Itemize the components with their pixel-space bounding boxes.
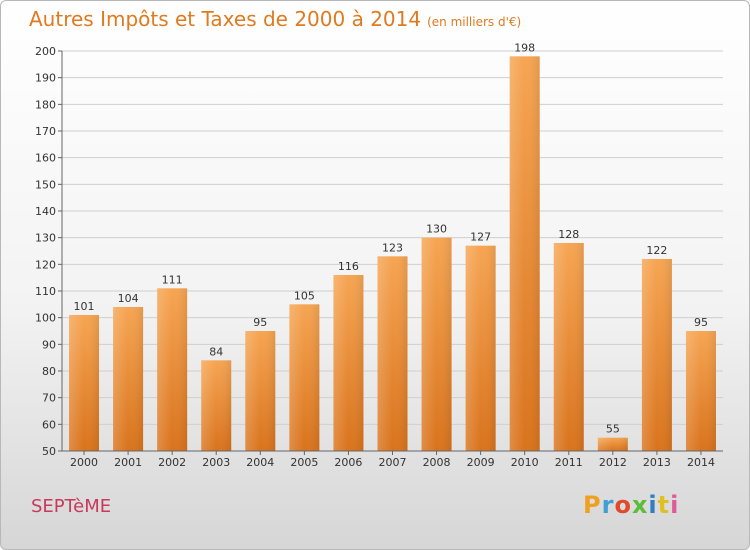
- bar-shade: [685, 331, 716, 451]
- x-tick-label: 2004: [246, 456, 274, 469]
- bar-shade: [201, 360, 232, 451]
- logo-letter: P: [583, 491, 602, 519]
- bar-value-label: 95: [694, 316, 708, 329]
- bar-shade: [113, 307, 144, 451]
- y-tick-label: 190: [35, 72, 56, 85]
- chart-title: Autres Impôts et Taxes de 2000 à 2014 (en…: [29, 7, 521, 31]
- bar-shade: [333, 275, 364, 451]
- logo-letter: x: [631, 491, 649, 519]
- bar-shade: [641, 259, 672, 451]
- x-tick-label: 2013: [643, 456, 671, 469]
- bar-value-label: 128: [558, 228, 579, 241]
- bar-value-label: 55: [606, 423, 620, 436]
- y-tick-label: 180: [35, 98, 56, 111]
- x-tick-label: 2002: [158, 456, 186, 469]
- logo-letter: i: [670, 491, 680, 519]
- bar-value-label: 127: [470, 231, 491, 244]
- y-tick-label: 120: [35, 258, 56, 271]
- x-tick-label: 2012: [599, 456, 627, 469]
- axes: 50 60 70 80 90 100 110 120 130 140 150 160 170 180 190…: [35, 45, 723, 469]
- y-tick-label: 130: [35, 232, 56, 245]
- y-tick-label: 150: [35, 178, 56, 191]
- chart-unit: (en milliers d'€): [427, 15, 522, 29]
- x-tick-label: 2011: [555, 456, 583, 469]
- y-tick-label: 110: [35, 285, 56, 298]
- bar-shade: [69, 315, 100, 451]
- y-tick-label: 170: [35, 125, 56, 138]
- bar-shade: [289, 304, 320, 451]
- x-tick-label: 2014: [687, 456, 715, 469]
- bar-shade: [509, 56, 540, 451]
- bar-shade: [377, 256, 408, 451]
- y-tick-label: 160: [35, 152, 56, 165]
- x-tick-label: 2006: [334, 456, 362, 469]
- logo-letter: o: [614, 491, 632, 519]
- bar-shade: [553, 243, 584, 451]
- x-tick-label: 2010: [511, 456, 539, 469]
- bar-shade: [421, 237, 452, 451]
- y-tick-label: 140: [35, 205, 56, 218]
- bar-value-label: 104: [118, 292, 139, 305]
- x-tick-label: 2003: [202, 456, 230, 469]
- y-tick-label: 70: [42, 392, 56, 405]
- bar-value-label: 123: [382, 241, 403, 254]
- bar-value-label: 116: [338, 260, 359, 273]
- y-tick-label: 80: [42, 365, 56, 378]
- bar-value-label: 122: [646, 244, 667, 257]
- bar-shade: [157, 288, 188, 451]
- x-tick-label: 2009: [467, 456, 495, 469]
- y-tick-label: 200: [35, 45, 56, 58]
- x-tick-label: 2005: [290, 456, 318, 469]
- proxiti-logo: Proxiti: [583, 491, 679, 519]
- logo-letter: r: [601, 491, 615, 519]
- logo-letter: i: [648, 491, 658, 519]
- x-tick-label: 2000: [70, 456, 98, 469]
- y-tick-label: 50: [42, 445, 56, 458]
- bar-shade: [465, 245, 496, 451]
- x-tick-label: 2001: [114, 456, 142, 469]
- x-tick-label: 2007: [379, 456, 407, 469]
- bar-value-label: 105: [294, 289, 315, 302]
- y-tick-label: 100: [35, 312, 56, 325]
- bar-value-label: 111: [162, 273, 183, 286]
- y-tick-label: 60: [42, 418, 56, 431]
- bar-value-label: 84: [209, 345, 223, 358]
- bar-shade: [597, 437, 628, 451]
- y-tick-label: 90: [42, 338, 56, 351]
- chart-title-text: Autres Impôts et Taxes de 2000 à 2014: [29, 7, 422, 31]
- bar-value-label: 101: [74, 300, 95, 313]
- bar-shade: [245, 331, 276, 451]
- commune-name: SEPTèME: [31, 496, 112, 517]
- bar-value-label: 198: [514, 41, 535, 54]
- x-tick-label: 2008: [423, 456, 451, 469]
- logo-letter: t: [657, 491, 671, 519]
- bars: 101 104 111 84 95 105 116 123 130 127 198 128 55 122 9…: [69, 41, 716, 451]
- bar-value-label: 130: [426, 223, 447, 236]
- bar-value-label: 95: [253, 316, 267, 329]
